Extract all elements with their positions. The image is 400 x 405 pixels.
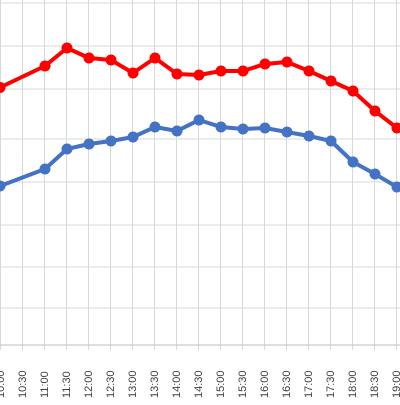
x-tick-label: 18:30 (369, 370, 381, 398)
data-point (84, 53, 95, 64)
x-tick-label: 16:00 (259, 370, 271, 398)
x-tick-label: 17:30 (325, 370, 337, 398)
data-point (238, 66, 249, 77)
data-point (194, 70, 205, 81)
x-tick-label: 19:00 (391, 370, 400, 398)
data-point (62, 43, 73, 54)
data-point (216, 66, 227, 77)
data-point (282, 127, 293, 138)
x-tick-label: 15:00 (215, 370, 227, 398)
data-point (260, 123, 271, 134)
x-tick-label: 13:30 (149, 370, 161, 398)
data-point (106, 55, 117, 66)
data-point (370, 106, 381, 117)
x-tick-label: 18:00 (347, 370, 359, 398)
x-tick-label: 15:30 (237, 370, 249, 398)
x-tick-label: 12:30 (105, 370, 117, 398)
data-point (304, 131, 315, 142)
data-point (84, 139, 95, 150)
data-point (326, 136, 337, 147)
x-tick-label: 11:00 (39, 371, 51, 398)
x-tick-label: 14:00 (171, 370, 183, 398)
data-point (348, 157, 359, 168)
data-point (172, 69, 183, 80)
data-point (238, 124, 249, 135)
x-tick-label: 14:30 (193, 370, 205, 398)
data-point (194, 115, 205, 126)
data-point (128, 68, 139, 79)
data-point (150, 122, 161, 133)
data-point (216, 122, 227, 133)
data-point (348, 86, 359, 97)
data-point (106, 136, 117, 147)
x-tick-label: 16:30 (281, 370, 293, 398)
data-point (304, 66, 315, 77)
data-point (172, 126, 183, 137)
x-tick-label: 17:00 (303, 370, 315, 398)
x-tick-label: 11:30 (61, 371, 73, 398)
data-point (260, 59, 271, 70)
data-point (128, 132, 139, 143)
x-tick-label: 10:00 (0, 370, 7, 398)
data-point (150, 53, 161, 64)
data-point (62, 144, 73, 155)
data-point (282, 57, 293, 68)
data-point (40, 61, 51, 72)
data-point (326, 76, 337, 87)
x-tick-label: 12:00 (83, 370, 95, 398)
x-tick-label: 10:30 (17, 370, 29, 398)
data-point (370, 169, 381, 180)
x-tick-label: 13:00 (127, 370, 139, 398)
data-point (40, 164, 51, 175)
